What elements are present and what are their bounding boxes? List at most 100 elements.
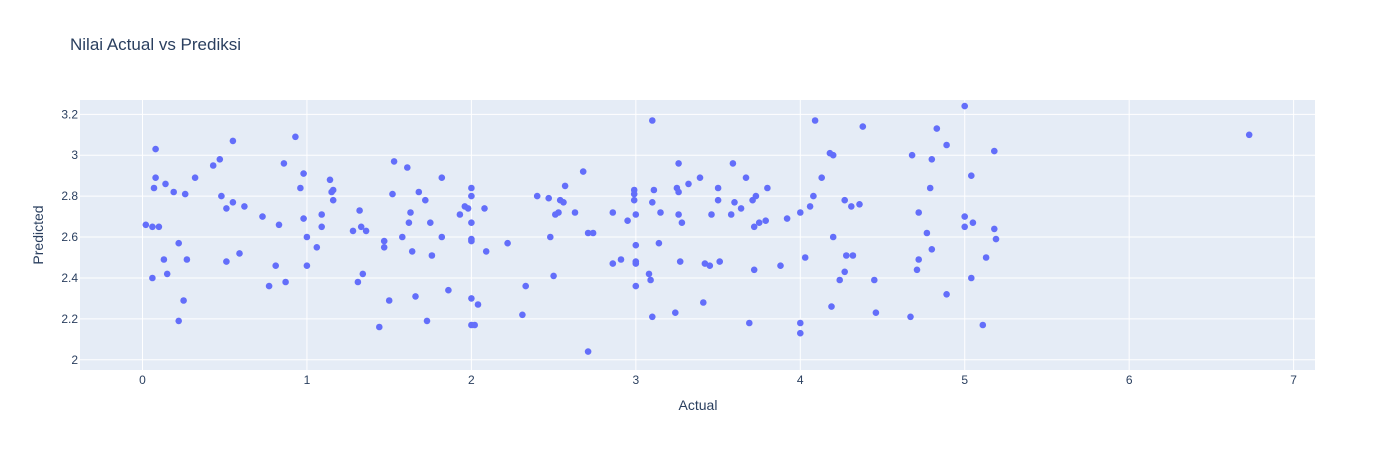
- data-point: [547, 233, 554, 241]
- data-point: [685, 180, 692, 188]
- data-point: [655, 239, 663, 247]
- data-point: [468, 295, 475, 302]
- data-point: [380, 244, 388, 251]
- gridlines: [80, 100, 1315, 370]
- data-point: [155, 223, 163, 231]
- x-tick-label: 2: [468, 373, 475, 387]
- data-point: [1245, 131, 1253, 139]
- data-point: [797, 329, 804, 337]
- data-point: [504, 239, 511, 247]
- data-point: [313, 244, 321, 251]
- data-point: [533, 192, 541, 200]
- data-point: [163, 270, 171, 278]
- data-point: [968, 274, 975, 282]
- data-point: [405, 219, 413, 226]
- data-point: [359, 270, 367, 278]
- data-point: [859, 123, 867, 130]
- data-point: [272, 262, 280, 270]
- data-point: [357, 223, 365, 231]
- data-point: [943, 291, 950, 298]
- y-tick-label: 2.6: [61, 230, 78, 244]
- data-point: [399, 233, 406, 241]
- data-point: [180, 297, 187, 304]
- data-point: [731, 199, 738, 206]
- data-point: [649, 117, 656, 124]
- data-point: [152, 174, 159, 181]
- data-point: [149, 223, 156, 231]
- data-point: [961, 223, 968, 231]
- data-point: [647, 276, 654, 284]
- data-point: [571, 209, 579, 216]
- data-point: [678, 219, 686, 226]
- data-point: [968, 172, 975, 179]
- data-point: [265, 282, 273, 290]
- data-point: [797, 319, 804, 327]
- data-point: [649, 199, 656, 206]
- data-point: [303, 262, 311, 270]
- data-point: [522, 282, 529, 290]
- data-point: [943, 141, 950, 149]
- data-point: [259, 213, 266, 220]
- data-point: [329, 196, 337, 204]
- data-point: [675, 188, 682, 196]
- data-point: [318, 223, 326, 231]
- data-point: [841, 268, 848, 276]
- y-tick-label: 2.2: [61, 312, 78, 326]
- data-point: [149, 274, 156, 282]
- data-point: [933, 125, 941, 132]
- data-point: [519, 311, 526, 319]
- data-point: [183, 256, 191, 263]
- data-point: [356, 207, 363, 214]
- data-point: [579, 168, 587, 175]
- data-point: [907, 313, 914, 321]
- data-point: [818, 174, 825, 181]
- data-point: [282, 278, 289, 286]
- data-point: [700, 299, 707, 306]
- data-point: [714, 196, 722, 204]
- data-point: [318, 211, 326, 218]
- data-point: [412, 293, 419, 300]
- y-tick-label: 2.4: [61, 271, 78, 285]
- data-point: [423, 317, 431, 325]
- data-point: [801, 254, 809, 261]
- data-point: [843, 252, 850, 259]
- data-point: [926, 184, 934, 192]
- data-point: [609, 209, 617, 216]
- data-point: [464, 205, 472, 212]
- data-point: [389, 190, 396, 198]
- data-point: [376, 323, 383, 331]
- data-point: [630, 190, 638, 198]
- data-point: [142, 221, 150, 229]
- data-point: [829, 233, 837, 241]
- data-point: [979, 321, 987, 329]
- data-point: [152, 145, 159, 153]
- data-point: [675, 211, 682, 218]
- y-tick-label: 2.8: [61, 189, 78, 203]
- data-point: [385, 297, 393, 304]
- data-point: [969, 219, 977, 226]
- data-point: [849, 252, 857, 259]
- data-point: [404, 164, 411, 171]
- data-point: [561, 182, 569, 190]
- data-point: [828, 303, 835, 310]
- data-point: [632, 211, 640, 218]
- data-point: [806, 203, 814, 210]
- data-point: [300, 215, 307, 222]
- data-point: [836, 276, 843, 284]
- data-point: [764, 184, 771, 192]
- data-point: [223, 258, 230, 265]
- data-point: [609, 260, 617, 267]
- data-point: [407, 209, 414, 216]
- data-point: [303, 233, 311, 241]
- data-point: [617, 256, 625, 263]
- tick-labels: 0 1 2 3 4 5 6 7 2 2.2 2.4 2.6 2.8 3 3.2: [61, 107, 1297, 387]
- data-point: [729, 160, 737, 167]
- data-point: [329, 186, 337, 194]
- data-point: [218, 192, 225, 200]
- data-point: [928, 156, 936, 163]
- data-point: [727, 211, 735, 218]
- data-point: [991, 225, 998, 233]
- data-point: [750, 223, 758, 231]
- x-tick-label: 1: [304, 373, 311, 387]
- data-point: [150, 184, 158, 192]
